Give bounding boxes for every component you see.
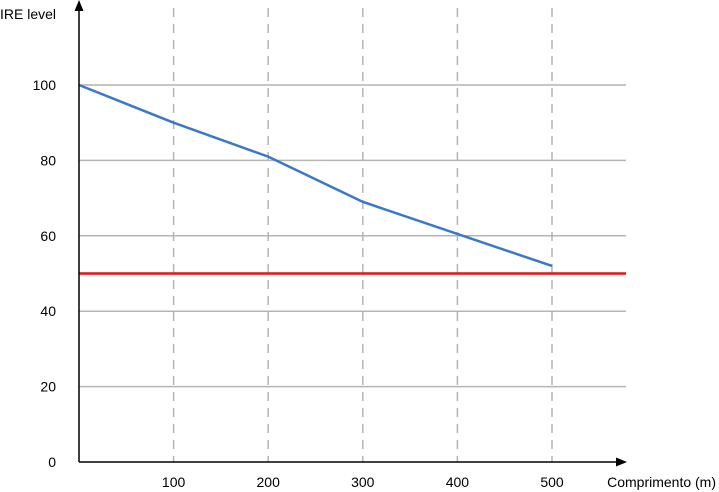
x-axis-arrow-icon xyxy=(616,457,627,467)
x-tick-label: 500 xyxy=(540,474,564,490)
axes xyxy=(74,0,627,467)
y-tick-label: 80 xyxy=(40,152,56,168)
y-axis-title: IRE level xyxy=(0,6,56,22)
y-tick-label: 0 xyxy=(48,454,56,470)
y-tick-label: 20 xyxy=(40,379,56,395)
y-tick-label: 40 xyxy=(40,303,56,319)
y-axis-arrow-icon xyxy=(74,0,84,11)
series-line xyxy=(78,83,553,268)
x-tick-label: 200 xyxy=(257,474,281,490)
x-tick-label: 100 xyxy=(162,474,186,490)
x-axis-title: Comprimento (m) xyxy=(607,474,716,490)
x-tick-label: 300 xyxy=(351,474,375,490)
grid xyxy=(79,8,626,462)
y-tick-label: 60 xyxy=(40,228,56,244)
tick-labels: 0 20 40 60 80 100 100 200 300 400 500 xyxy=(33,77,564,490)
series-layer xyxy=(78,83,626,275)
y-tick-label: 100 xyxy=(33,77,57,93)
x-tick-label: 400 xyxy=(446,474,470,490)
